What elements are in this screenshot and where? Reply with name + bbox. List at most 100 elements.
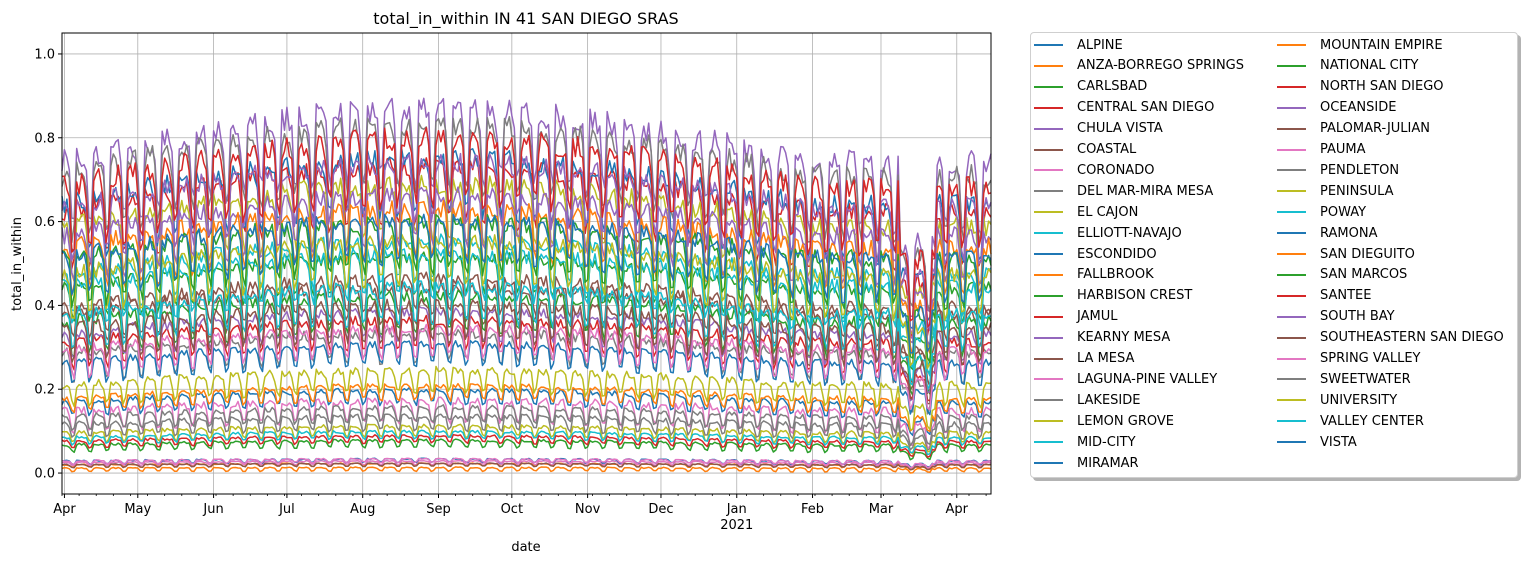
legend-label: KEARNY MESA: [1077, 330, 1171, 346]
y-tick-label: 1.0: [34, 47, 55, 62]
legend-item: OCEANSIDE: [1277, 99, 1396, 117]
legend-label: ELLIOTT-NAVAJO: [1077, 225, 1182, 241]
series-line: [61, 233, 992, 369]
series-line: [61, 457, 992, 469]
legend-label: POWAY: [1320, 204, 1367, 220]
y-tick-label: 0.0: [34, 467, 55, 482]
legend-item: DEL MAR-MIRA MESA: [1034, 182, 1213, 200]
series-line: [61, 462, 992, 471]
series-line: [61, 429, 992, 456]
legend-swatch: [1034, 315, 1063, 318]
legend-label: ESCONDIDO: [1077, 246, 1157, 262]
legend-label: SAN DIEGUITO: [1320, 246, 1415, 262]
legend-label: ANZA-BORREGO SPRINGS: [1077, 58, 1245, 74]
legend-item: RAMONA: [1277, 224, 1377, 242]
legend-label: HARBISON CREST: [1077, 288, 1193, 304]
x-tick-label: Aug: [350, 502, 375, 517]
series-line: [61, 298, 992, 405]
series-line: [61, 213, 992, 364]
legend-swatch: [1034, 441, 1063, 444]
legend-swatch: [1034, 190, 1063, 193]
legend-item: LEMON GROVE: [1034, 412, 1174, 430]
series-line: [61, 271, 992, 388]
legend-item: POWAY: [1277, 203, 1366, 221]
legend-item: MOUNTAIN EMPIRE: [1277, 36, 1443, 54]
legend-label: MIRAMAR: [1077, 455, 1139, 471]
x-tick-label: Nov: [575, 502, 601, 517]
legend-swatch: [1034, 336, 1063, 339]
legend-label: SANTEE: [1320, 288, 1372, 304]
x-tick-label: Dec: [648, 502, 673, 517]
legend-item: ANZA-BORREGO SPRINGS: [1034, 57, 1244, 75]
series-line: [61, 404, 992, 447]
y-tick-label: 0.4: [34, 299, 55, 314]
legend-item: SAN MARCOS: [1277, 266, 1407, 284]
legend-label: COASTAL: [1077, 142, 1137, 157]
legend-item: ESCONDIDO: [1034, 245, 1157, 263]
series-line: [61, 314, 992, 402]
legend-item: SAN DIEGUITO: [1277, 245, 1415, 263]
x-tick-label: Oct: [501, 502, 523, 517]
series-line: [61, 289, 992, 397]
series-line: [61, 250, 992, 375]
legend-label: PALOMAR-JULIAN: [1320, 121, 1430, 137]
legend-item: SOUTHEASTERN SAN DIEGO: [1277, 329, 1504, 347]
legend-label: NORTH SAN DIEGO: [1320, 79, 1444, 95]
series-line: [61, 339, 992, 416]
legend-item: EL CAJON: [1034, 203, 1138, 221]
legend-label: LEMON GROVE: [1077, 413, 1174, 429]
legend-label: PAUMA: [1320, 142, 1366, 157]
legend-item: SANTEE: [1277, 287, 1371, 305]
legend-item: CHULA VISTA: [1034, 120, 1163, 138]
x-tick-label: Jan: [726, 502, 747, 517]
legend-item: PENDLETON: [1277, 161, 1399, 179]
y-tick-label: 0.2: [34, 383, 55, 398]
legend-label: SOUTHEASTERN SAN DIEGO: [1320, 330, 1504, 346]
series-line: [61, 148, 992, 330]
legend-swatch: [1277, 211, 1306, 214]
legend-item: ALPINE: [1034, 36, 1123, 54]
legend-label: MID-CITY: [1077, 434, 1136, 450]
legend-item: UNIVERSITY: [1277, 391, 1397, 409]
axis-layer: 0.0 0.2 0.4 0.6 0.8 1.0 Apr May Jun Jul Aug Sep Oct N…: [34, 47, 987, 533]
legend-swatch: [1277, 336, 1306, 339]
legend-swatch: [1277, 106, 1306, 109]
legend-item: VISTA: [1277, 433, 1357, 451]
legend-label: MOUNTAIN EMPIRE: [1320, 37, 1443, 53]
legend-label: PENDLETON: [1320, 162, 1400, 178]
legend-item: NATIONAL CITY: [1277, 57, 1418, 75]
legend-swatch: [1034, 44, 1063, 46]
series-line: [61, 323, 992, 411]
series-line: [61, 365, 992, 431]
legend-label: UNIVERSITY: [1320, 392, 1398, 408]
legend-item: NORTH SAN DIEGO: [1277, 78, 1444, 96]
legend-item: LAKESIDE: [1034, 391, 1140, 409]
legend-swatch: [1277, 190, 1306, 193]
legend-swatch: [1277, 232, 1306, 235]
legend-item: MID-CITY: [1034, 433, 1136, 451]
series-line: [61, 396, 992, 449]
legend-swatch: [1277, 315, 1306, 318]
legend-label: NATIONAL CITY: [1320, 58, 1419, 74]
legend-label: SPRING VALLEY: [1320, 351, 1421, 366]
x-tick-label: Apr: [53, 502, 76, 517]
legend-label: LA MESA: [1077, 351, 1135, 366]
legend-label: DEL MAR-MIRA MESA: [1077, 183, 1214, 199]
legend-label: CARLSBAD: [1077, 79, 1148, 95]
x-axis-label: date: [511, 540, 540, 555]
legend-swatch: [1277, 253, 1306, 255]
legend-label: FALLBROOK: [1077, 267, 1154, 283]
series-line: [61, 152, 992, 340]
x-tick-label: Mar: [869, 502, 894, 517]
legend-item: JAMUL: [1034, 308, 1117, 326]
legend-label: LAGUNA-PINE VALLEY: [1077, 371, 1218, 387]
legend-item: PAUMA: [1277, 141, 1366, 159]
legend-swatch: [1277, 399, 1306, 402]
legend-swatch: [1034, 106, 1063, 109]
legend-label: EL CAJON: [1077, 204, 1139, 220]
series-line: [61, 233, 992, 370]
legend-swatch: [1034, 127, 1063, 130]
legend-item: CENTRAL SAN DIEGO: [1034, 99, 1214, 117]
legend-label: ALPINE: [1077, 37, 1123, 53]
legend-label: CENTRAL SAN DIEGO: [1077, 100, 1215, 116]
